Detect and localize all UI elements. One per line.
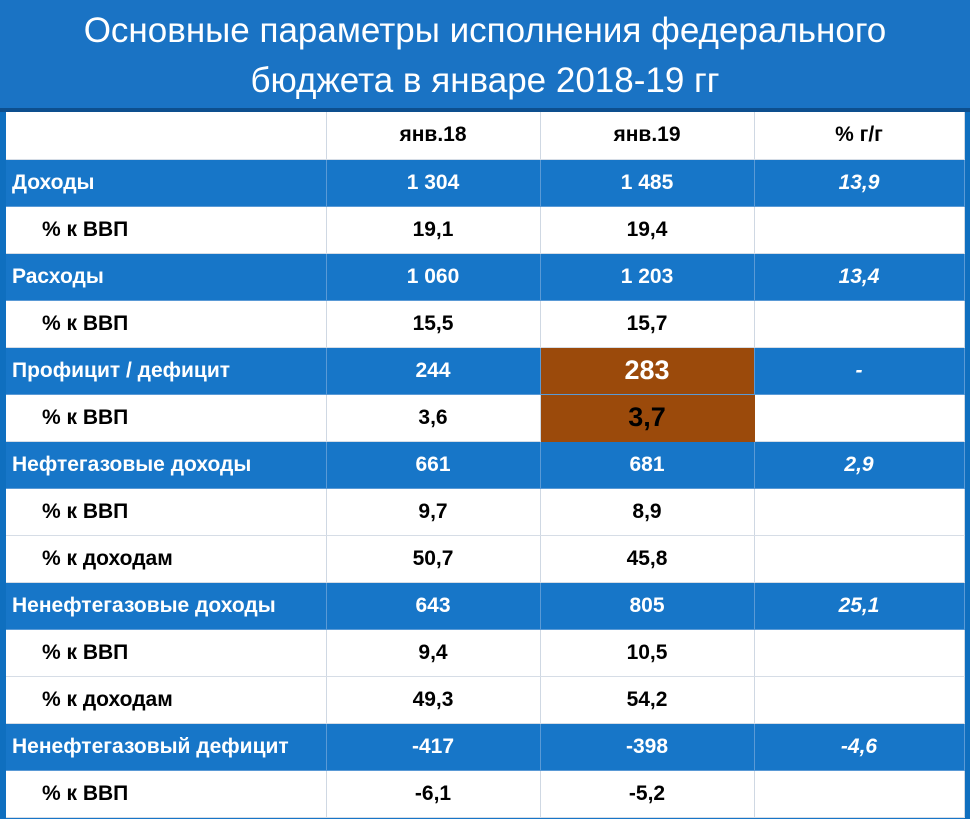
cell-jan19: -5,2	[540, 770, 755, 818]
cell-jan18: 15,5	[326, 300, 541, 348]
cell-jan18: 1 304	[326, 159, 541, 207]
cell-jan19: 805	[540, 582, 755, 630]
table-row: Доходы 1 304 1 485 13,9	[6, 159, 965, 207]
title-line-2: бюджета в январе 2018-19 гг	[250, 61, 720, 100]
table-row: Нефтегазовые доходы 661 681 2,9	[6, 441, 965, 489]
row-label: % к ВВП	[6, 300, 327, 348]
cell-jan18: 50,7	[326, 535, 541, 583]
cell-jan18: 49,3	[326, 676, 541, 724]
cell-jan19: 1 485	[540, 159, 755, 207]
cell-yoy: 2,9	[754, 441, 965, 489]
table-row: % к ВВП 15,5 15,7	[6, 300, 965, 348]
table-row: Расходы 1 060 1 203 13,4	[6, 253, 965, 301]
cell-jan19-highlighted: 3,7	[540, 394, 755, 442]
title-line-1: Основные параметры исполнения федерально…	[83, 11, 887, 50]
cell-jan18: 661	[326, 441, 541, 489]
row-label: % к ВВП	[6, 488, 327, 536]
header-cell-yoy: % г/г	[754, 112, 965, 160]
cell-jan19: 45,8	[540, 535, 755, 583]
row-label: Доходы	[6, 159, 327, 207]
budget-table-container: янв.18 янв.19 % г/г Доходы 1 304 1 485 1…	[6, 112, 965, 819]
row-label: Ненефтегазовые доходы	[6, 582, 327, 630]
budget-table: янв.18 янв.19 % г/г Доходы 1 304 1 485 1…	[6, 112, 965, 818]
row-label: % к доходам	[6, 535, 327, 583]
row-label: % к доходам	[6, 676, 327, 724]
cell-yoy	[754, 770, 965, 818]
cell-yoy	[754, 488, 965, 536]
title-divider	[0, 108, 970, 112]
table-row: Ненефтегазовый дефицит -417 -398 -4,6	[6, 723, 965, 771]
cell-jan18: 244	[326, 347, 541, 395]
row-label: % к ВВП	[6, 770, 327, 818]
header-cell-jan18: янв.18	[326, 112, 541, 160]
cell-jan18: -417	[326, 723, 541, 771]
table-header-row: янв.18 янв.19 % г/г	[6, 112, 965, 160]
row-label: % к ВВП	[6, 394, 327, 442]
cell-yoy: 13,4	[754, 253, 965, 301]
cell-jan18: 643	[326, 582, 541, 630]
table-row: % к доходам 49,3 54,2	[6, 676, 965, 724]
cell-yoy: 25,1	[754, 582, 965, 630]
table-row: Профицит / дефицит 244 283 -	[6, 347, 965, 395]
table-row: % к ВВП -6,1 -5,2	[6, 770, 965, 818]
table-row: % к ВВП 9,7 8,9	[6, 488, 965, 536]
table-row: % к ВВП 9,4 10,5	[6, 629, 965, 677]
table-row: % к доходам 50,7 45,8	[6, 535, 965, 583]
cell-jan19: 54,2	[540, 676, 755, 724]
header-cell-jan19: янв.19	[540, 112, 755, 160]
cell-yoy	[754, 300, 965, 348]
cell-yoy	[754, 206, 965, 254]
cell-jan19: 8,9	[540, 488, 755, 536]
cell-yoy: -	[754, 347, 965, 395]
table-row: % к ВВП 3,6 3,7	[6, 394, 965, 442]
cell-jan18: 9,7	[326, 488, 541, 536]
row-label: % к ВВП	[6, 206, 327, 254]
cell-yoy	[754, 676, 965, 724]
cell-yoy: 13,9	[754, 159, 965, 207]
page-title: Основные параметры исполнения федерально…	[0, 0, 970, 108]
cell-yoy	[754, 535, 965, 583]
row-label: % к ВВП	[6, 629, 327, 677]
cell-jan18: 1 060	[326, 253, 541, 301]
cell-jan19: -398	[540, 723, 755, 771]
row-label: Расходы	[6, 253, 327, 301]
cell-jan19: 19,4	[540, 206, 755, 254]
cell-yoy	[754, 629, 965, 677]
table-row: % к ВВП 19,1 19,4	[6, 206, 965, 254]
cell-yoy	[754, 394, 965, 442]
cell-jan19: 681	[540, 441, 755, 489]
cell-jan18: -6,1	[326, 770, 541, 818]
row-label: Нефтегазовые доходы	[6, 441, 327, 489]
row-label: Ненефтегазовый дефицит	[6, 723, 327, 771]
row-label: Профицит / дефицит	[6, 347, 327, 395]
cell-jan18: 3,6	[326, 394, 541, 442]
cell-jan18: 19,1	[326, 206, 541, 254]
cell-jan19: 10,5	[540, 629, 755, 677]
cell-jan19: 15,7	[540, 300, 755, 348]
header-cell-label	[6, 112, 327, 160]
cell-jan19-highlighted: 283	[540, 347, 755, 395]
cell-jan19: 1 203	[540, 253, 755, 301]
cell-jan18: 9,4	[326, 629, 541, 677]
table-row: Ненефтегазовые доходы 643 805 25,1	[6, 582, 965, 630]
cell-yoy: -4,6	[754, 723, 965, 771]
